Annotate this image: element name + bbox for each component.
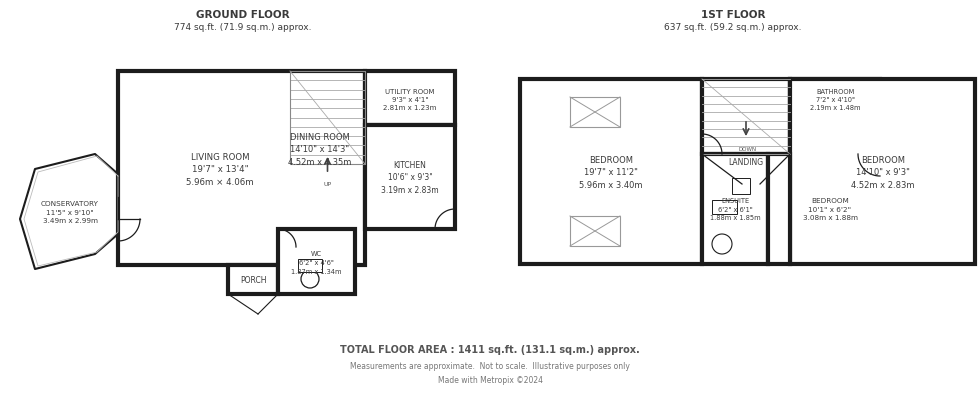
Text: 774 sq.ft. (71.9 sq.m.) approx.: 774 sq.ft. (71.9 sq.m.) approx. xyxy=(174,22,312,31)
Text: LIVING ROOM
19'7" x 13'4"
5.96m × 4.06m: LIVING ROOM 19'7" x 13'4" 5.96m × 4.06m xyxy=(186,153,254,186)
Bar xyxy=(790,80,880,155)
Bar xyxy=(570,98,620,128)
Text: 1ST FLOOR: 1ST FLOOR xyxy=(701,10,765,20)
Text: DINING ROOM
14'10" x 14'3"
4.52m x 4.35m: DINING ROOM 14'10" x 14'3" 4.52m x 4.35m xyxy=(288,133,352,166)
Text: BEDROOM
10'1" x 6'2"
3.08m x 1.88m: BEDROOM 10'1" x 6'2" 3.08m x 1.88m xyxy=(803,198,858,221)
Bar xyxy=(570,217,620,246)
Text: UP: UP xyxy=(323,182,331,187)
Bar xyxy=(702,80,790,155)
Text: 637 sq.ft. (59.2 sq.m.) approx.: 637 sq.ft. (59.2 sq.m.) approx. xyxy=(664,22,802,31)
Bar xyxy=(732,178,750,194)
Text: CONSERVATORY
11'5" x 9'10"
3.49m x 2.99m: CONSERVATORY 11'5" x 9'10" 3.49m x 2.99m xyxy=(41,201,99,224)
Bar xyxy=(228,265,278,294)
Text: WC
6'2" x 4'6"
1.87m x 1.34m: WC 6'2" x 4'6" 1.87m x 1.34m xyxy=(291,251,341,274)
Bar xyxy=(118,72,365,265)
Bar xyxy=(790,80,975,264)
Text: BATHROOM
7'2" x 4'10"
2.19m x 1.48m: BATHROOM 7'2" x 4'10" 2.19m x 1.48m xyxy=(809,88,860,111)
Bar xyxy=(768,155,790,264)
Text: KITCHEN
10'6" x 9'3"
3.19m x 2.83m: KITCHEN 10'6" x 9'3" 3.19m x 2.83m xyxy=(381,160,439,194)
Text: UTILITY ROOM
9'3" x 4'1"
2.81m x 1.23m: UTILITY ROOM 9'3" x 4'1" 2.81m x 1.23m xyxy=(383,88,437,111)
Text: DOWN: DOWN xyxy=(739,147,758,152)
Text: TOTAL FLOOR AREA : 1411 sq.ft. (131.1 sq.m.) approx.: TOTAL FLOOR AREA : 1411 sq.ft. (131.1 sq… xyxy=(340,344,640,354)
Text: PORCH: PORCH xyxy=(240,276,267,285)
Text: ENSUITE
6'2" x 6'1"
1.88m x 1.85m: ENSUITE 6'2" x 6'1" 1.88m x 1.85m xyxy=(710,198,760,221)
Text: GROUND FLOOR: GROUND FLOOR xyxy=(196,10,290,20)
Bar xyxy=(712,200,737,215)
Text: Measurements are approximate.  Not to scale.  Illustrative purposes only: Measurements are approximate. Not to sca… xyxy=(350,362,630,371)
Bar xyxy=(278,229,355,294)
Text: BEDROOM
14'10" x 9'3"
4.52m x 2.83m: BEDROOM 14'10" x 9'3" 4.52m x 2.83m xyxy=(852,156,914,190)
Bar xyxy=(365,72,455,126)
Bar xyxy=(298,259,322,272)
Bar xyxy=(365,126,455,229)
Text: Made with Metropix ©2024: Made with Metropix ©2024 xyxy=(437,376,543,385)
Bar xyxy=(702,155,768,264)
Text: LANDING: LANDING xyxy=(728,158,763,167)
Bar xyxy=(520,80,702,264)
Text: BEDROOM
19'7" x 11'2"
5.96m x 3.40m: BEDROOM 19'7" x 11'2" 5.96m x 3.40m xyxy=(579,156,643,190)
